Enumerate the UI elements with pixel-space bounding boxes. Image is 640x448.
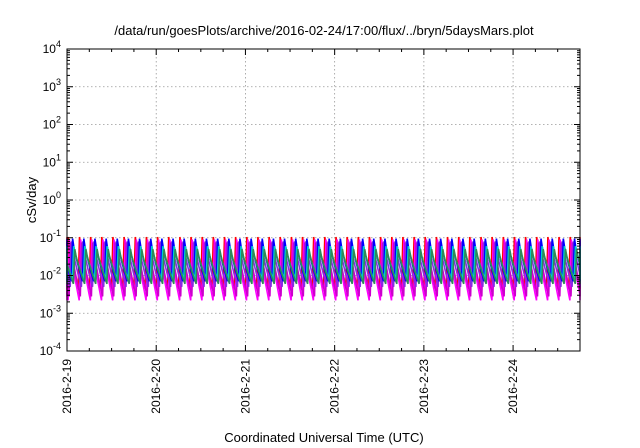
y-tick-label: 10-2 [40,266,61,283]
x-tick-label: 2016-2-19 [60,359,74,414]
y-tick-label: 10-1 [40,228,61,245]
y-axis-label: cSv/day [24,176,39,223]
series-line [66,248,581,285]
x-ticks: 2016-2-19 2016-2-20 2016-2-21 2016-2-22 2016… [60,49,581,414]
grid [67,49,580,351]
y-tick-label: 104 [43,39,61,56]
y-tick-label: 100 [43,190,61,207]
y-tick-label: 103 [43,77,61,94]
y-tick-label: 102 [43,115,61,132]
x-tick-label: 2016-2-24 [506,359,520,414]
chart-title: /data/run/goesPlots/archive/2016-02-24/1… [114,23,534,38]
y-ticks: 10-4 10-3 10-2 10-1 100 101 102 103 104 [40,39,580,358]
y-tick-label: 10-4 [40,341,61,358]
y-tick-label: 10-3 [40,303,61,320]
x-tick-label: 2016-2-21 [238,359,252,414]
y-tick-label: 101 [43,152,61,169]
x-axis-label: Coordinated Universal Time (UTC) [224,430,423,445]
x-tick-label: 2016-2-20 [149,359,163,414]
x-tick-label: 2016-2-22 [328,359,342,414]
x-tick-label: 2016-2-23 [417,359,431,414]
series-group [66,236,581,301]
